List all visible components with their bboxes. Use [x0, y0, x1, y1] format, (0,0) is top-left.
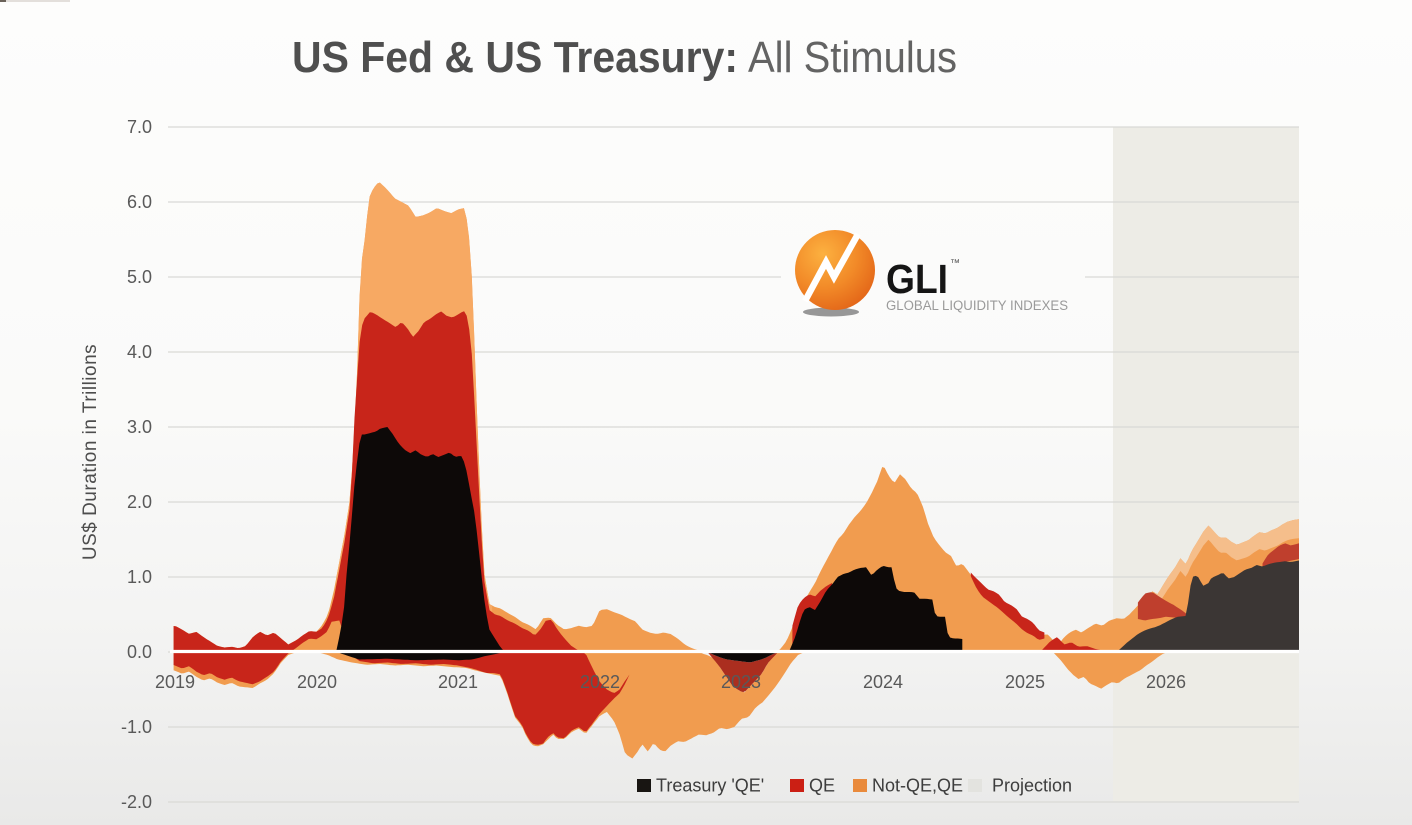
- svg-text:2024: 2024: [863, 672, 903, 692]
- svg-text:2.0: 2.0: [127, 492, 152, 512]
- svg-text:2025: 2025: [1005, 672, 1045, 692]
- svg-text:5.0: 5.0: [127, 267, 152, 287]
- svg-text:QE: QE: [809, 776, 835, 796]
- svg-text:US$ Duration in Trillions: US$ Duration in Trillions: [80, 344, 101, 560]
- svg-text:GLI: GLI: [886, 256, 948, 302]
- svg-text:2023: 2023: [721, 672, 761, 692]
- svg-text:4.0: 4.0: [127, 342, 152, 362]
- svg-text:2021: 2021: [438, 672, 478, 692]
- svg-text:Projection: Projection: [992, 776, 1072, 796]
- svg-text:Treasury 'QE': Treasury 'QE': [656, 776, 764, 796]
- svg-text:GLOBAL LIQUIDITY INDEXES: GLOBAL LIQUIDITY INDEXES: [886, 298, 1068, 313]
- svg-text:0.0: 0.0: [127, 642, 152, 662]
- svg-text:2019: 2019: [155, 672, 195, 692]
- svg-text:2026: 2026: [1146, 672, 1186, 692]
- svg-text:All Stimulus: All Stimulus: [748, 33, 957, 82]
- svg-text:-1.0: -1.0: [121, 717, 152, 737]
- svg-text:-2.0: -2.0: [121, 792, 152, 812]
- svg-text:US Fed & US Treasury:: US Fed & US Treasury:: [292, 33, 738, 82]
- svg-text:6.0: 6.0: [127, 192, 152, 212]
- svg-text:2022: 2022: [580, 672, 620, 692]
- svg-text:1.0: 1.0: [127, 567, 152, 587]
- svg-text:2020: 2020: [297, 672, 337, 692]
- svg-text:™: ™: [950, 258, 960, 269]
- svg-text:7.0: 7.0: [127, 117, 152, 137]
- svg-text:3.0: 3.0: [127, 417, 152, 437]
- svg-text:Not-QE,QE: Not-QE,QE: [872, 776, 963, 796]
